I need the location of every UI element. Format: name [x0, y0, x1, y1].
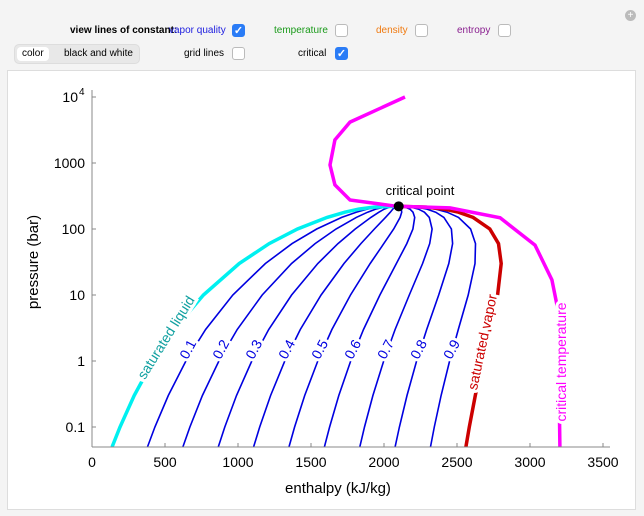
saturated-vapor-curve: [396, 204, 503, 448]
x-tick-label: 0: [88, 454, 96, 470]
x-tick-label: 3000: [514, 454, 545, 470]
x-tick-label: 500: [153, 454, 177, 470]
y-tick-label: 1: [77, 353, 85, 369]
quality-label: 0.9: [440, 337, 463, 362]
density-label: density: [376, 25, 408, 36]
vapor-quality-label: vapor quality: [169, 25, 226, 36]
x-axis-label: enthalpy (kJ/kg): [285, 480, 391, 497]
grid-lines-checkbox[interactable]: [232, 47, 245, 60]
saturated-vapor-label: saturated vapor: [464, 292, 500, 391]
x-tick-label: 1500: [295, 454, 326, 470]
x-tick-label: 1000: [222, 454, 253, 470]
critical-point-label: critical point: [386, 183, 455, 198]
y-tick-label: 100: [62, 221, 86, 237]
saturated-liquid-curve: [110, 204, 397, 448]
critical-label: critical: [298, 48, 327, 59]
critical-checkbox[interactable]: ✓: [335, 47, 348, 60]
color-option[interactable]: color: [17, 47, 49, 61]
y-tick-label: 1000: [54, 155, 85, 171]
entropy-label: entropy: [457, 25, 491, 36]
plus-icon[interactable]: +: [625, 10, 636, 21]
temperature-label: temperature: [274, 25, 328, 36]
temperature-checkbox[interactable]: [335, 24, 348, 37]
critical-temperature-label: critical temperature: [553, 302, 569, 421]
x-tick-label: 3500: [587, 454, 618, 470]
density-checkbox[interactable]: [415, 24, 428, 37]
y-tick-exponent: 4: [79, 87, 85, 98]
y-tick-label: 10: [62, 89, 78, 105]
quality-line-0.9: [396, 205, 477, 448]
entropy-checkbox[interactable]: [498, 24, 511, 37]
view-lines-label: view lines of constant:: [70, 25, 178, 36]
saturated-liquid-label: saturated liquid: [134, 293, 198, 382]
y-tick-label: 0.1: [66, 419, 86, 435]
x-tick-label: 2500: [441, 454, 472, 470]
quality-line-0.2: [182, 205, 397, 448]
plot-panel: [7, 70, 636, 510]
x-tick-label: 2000: [368, 454, 399, 470]
quality-line-0.7: [359, 205, 433, 448]
vapor-quality-checkbox[interactable]: ✓: [232, 24, 245, 37]
quality-label: 0.7: [374, 337, 397, 362]
y-axis-label: pressure (bar): [25, 215, 42, 309]
quality-label: 0.6: [341, 337, 364, 362]
quality-line-0.6: [323, 205, 416, 448]
critical-point-marker: [393, 201, 404, 212]
y-tick-label: 10: [69, 287, 85, 303]
black-and-white-option[interactable]: black and white: [64, 48, 133, 59]
quality-line-0.4: [252, 205, 398, 448]
quality-label: 0.2: [209, 337, 232, 362]
grid-lines-label: grid lines: [184, 48, 225, 59]
quality-label: 0.8: [407, 337, 430, 362]
quality-label: 0.3: [242, 337, 265, 362]
quality-label: 0.1: [176, 337, 199, 362]
quality-line-0.5: [288, 205, 403, 448]
color-mode-selector: color black and white: [14, 44, 140, 64]
quality-line-0.3: [217, 205, 397, 448]
quality-line-0.8: [394, 205, 454, 448]
